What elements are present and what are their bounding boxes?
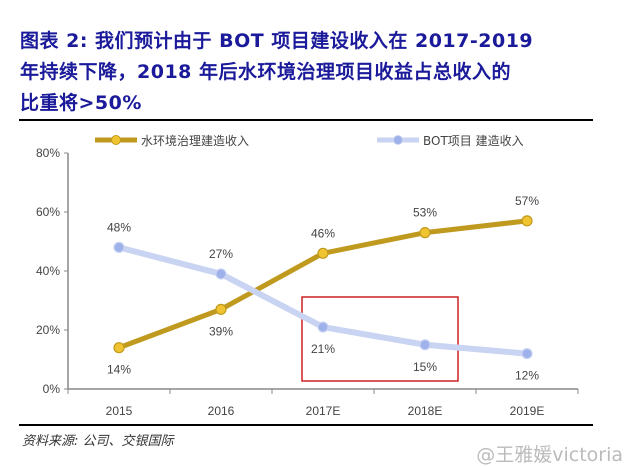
data-label: 46% <box>311 226 335 240</box>
data-label: 21% <box>311 342 335 356</box>
data-label: 27% <box>209 247 233 261</box>
x-tick-label: 2019E <box>510 404 545 418</box>
legend-swatch-marker <box>393 135 403 145</box>
data-point <box>215 303 227 315</box>
watermark: @王雅媛victoria <box>476 444 623 466</box>
y-tick-label: 20% <box>36 323 60 337</box>
legend-label: 水环境治理建造收入 <box>141 133 249 148</box>
y-tick-label: 60% <box>36 205 60 219</box>
y-tick-label: 80% <box>36 146 60 160</box>
x-tick-label: 2016 <box>208 404 235 418</box>
title-line-3: 比重将>50% <box>20 92 142 114</box>
data-point <box>317 247 329 259</box>
x-tick-label: 2017E <box>306 404 341 418</box>
data-point <box>419 339 431 351</box>
data-label: 53% <box>413 206 437 220</box>
data-point <box>113 241 125 253</box>
data-label: 14% <box>107 363 131 377</box>
data-label: 15% <box>413 360 437 374</box>
data-point <box>521 348 533 360</box>
y-tick-label: 0% <box>43 382 61 396</box>
top-rule <box>19 119 593 121</box>
bottom-rule <box>19 424 593 426</box>
title-line-2: 年持续下降，2018 年后水环境治理项目收益占总收入的 <box>20 61 511 83</box>
data-label: 57% <box>515 194 539 208</box>
data-point <box>113 342 125 354</box>
x-tick-label: 2015 <box>106 404 133 418</box>
data-label: 39% <box>209 324 233 338</box>
data-point <box>215 268 227 280</box>
legend-label: BOT项目 建造收入 <box>423 134 524 148</box>
data-point <box>317 321 329 333</box>
title-line-1: 图表 2: 我们预计由于 BOT 项目建设收入在 2017-2019 <box>20 30 534 52</box>
data-point <box>521 215 533 227</box>
x-tick-label: 2018E <box>408 404 443 418</box>
legend-swatch-marker <box>111 135 121 145</box>
highlight-box <box>301 296 459 382</box>
data-label: 48% <box>107 220 131 234</box>
series-line <box>118 244 528 357</box>
source-note: 资料来源: 公司、交银国际 <box>22 434 174 449</box>
data-label: 12% <box>515 369 539 383</box>
data-point <box>419 227 431 239</box>
chart-title: 图表 2: 我们预计由于 BOT 项目建设收入在 2017-2019 年持续下降… <box>20 26 620 119</box>
y-tick-label: 40% <box>36 264 60 278</box>
